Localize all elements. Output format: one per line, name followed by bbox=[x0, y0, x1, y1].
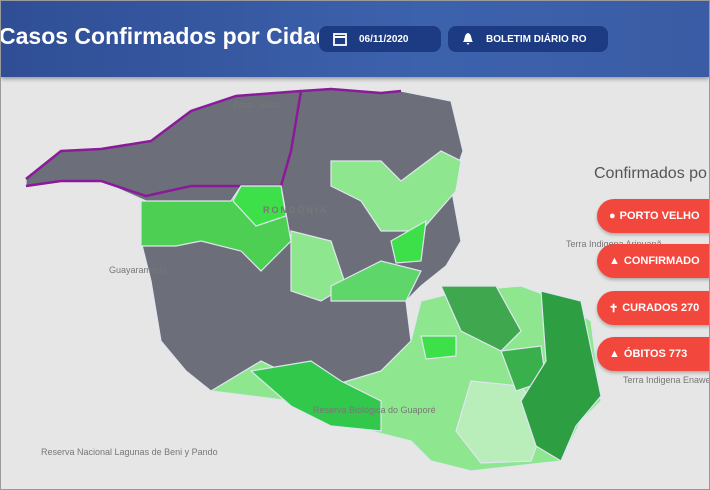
pill-text: CURADOS 270 bbox=[622, 302, 700, 314]
map-label: Porto Velho bbox=[233, 100, 280, 110]
pill-text: ÓBITOS 773 bbox=[623, 348, 688, 360]
bell-icon bbox=[463, 33, 473, 45]
map-regions bbox=[25, 87, 602, 472]
map-label: Guayaramerín bbox=[109, 265, 167, 275]
map-label: RONDÔNIA bbox=[263, 204, 328, 215]
pill-text: PORTO VELHO bbox=[619, 210, 700, 222]
bulletin-button[interactable]: BOLETIM DIÁRIO RO bbox=[448, 26, 608, 52]
bulletin-text: BOLETIM DIÁRIO RO bbox=[486, 33, 587, 45]
deaths-button[interactable]: ▲ ÓBITOS 773 bbox=[597, 337, 709, 371]
panel-title: Confirmados po bbox=[594, 165, 707, 182]
calendar-icon bbox=[333, 33, 347, 46]
city-button[interactable]: ● PORTO VELHO bbox=[597, 199, 709, 233]
map-label: Reserva Nacional Lagunas de Beni y Pando bbox=[41, 447, 218, 457]
map-label: Reserva Biológica do Guaporé bbox=[313, 405, 436, 415]
date-button[interactable]: 06/11/2020 bbox=[319, 26, 441, 52]
header: Casos Confirmados por Cidade 06/11/2020 … bbox=[1, 1, 709, 77]
page-title: Casos Confirmados por Cidade bbox=[0, 23, 343, 49]
map-label: Terra Indigena Enawenê-Nawê bbox=[623, 375, 709, 385]
pill-text: CONFIRMADO bbox=[623, 255, 700, 267]
confirmed-button[interactable]: ▲ CONFIRMADO bbox=[597, 244, 709, 278]
date-text: 06/11/2020 bbox=[359, 33, 409, 45]
recovered-button[interactable]: ✝ CURADOS 270 bbox=[597, 291, 709, 325]
